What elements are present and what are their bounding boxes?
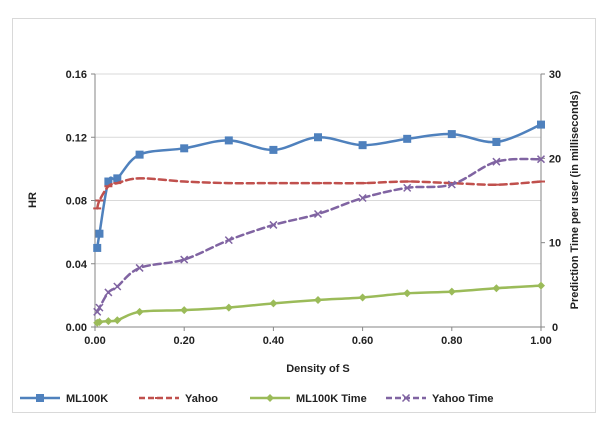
data-point-ml100k <box>492 137 501 146</box>
data-point-ml100k-time <box>113 316 122 325</box>
x-tick-label: 0.40 <box>263 335 284 347</box>
data-point-ml100k-time <box>104 317 113 326</box>
legend-item-ml100k-time: ML100K Time <box>250 393 367 405</box>
data-point-yahoo-time <box>113 282 122 291</box>
x-tick-label: 0.00 <box>84 335 105 347</box>
data-point-yahoo-time <box>358 193 367 203</box>
series-ml100k-time <box>93 281 545 327</box>
chart-border <box>12 18 596 413</box>
right-tick-label: 0 <box>552 322 558 334</box>
data-point-yahoo-time <box>492 157 501 166</box>
data-point-ml100k-time <box>135 307 144 316</box>
data-point-ml100k-time <box>269 299 278 308</box>
x-tick-label: 0.20 <box>173 335 194 347</box>
tick-labels: 0.00 0.04 0.08 0.12 0.16 0 10 20 30 0.00 0.20 0.40 0… <box>66 69 562 347</box>
x-axis-title: Density of S <box>286 363 350 375</box>
legend-marker-yahoo-time <box>401 393 411 403</box>
legend-item-yahoo: Yahoo <box>139 393 218 405</box>
left-tick-label: 0.00 <box>66 322 87 334</box>
data-point-ml100k-time <box>95 317 104 326</box>
data-point-ml100k <box>224 136 233 145</box>
data-point-ml100k-time <box>447 287 456 296</box>
data-point-yahoo-time <box>95 303 104 312</box>
legend-item-yahoo-time: Yahoo Time <box>386 393 494 405</box>
data-point-yahoo-time <box>447 180 456 189</box>
data-point-yahoo-time <box>104 288 113 297</box>
right-tick-label: 30 <box>549 69 561 81</box>
legend-item-ml100k: ML100K <box>20 393 108 405</box>
data-point-ml100k-time <box>180 306 189 315</box>
legend-label-ml100k-time: ML100K Time <box>296 393 367 405</box>
data-point-ml100k <box>447 130 456 139</box>
data-point-ml100k-time <box>224 303 233 312</box>
legend-marker-ml100k <box>36 394 44 402</box>
data-point-ml100k-time <box>358 293 367 302</box>
data-point-ml100k <box>180 144 189 153</box>
data-point-ml100k <box>95 229 104 238</box>
series-yahoo-time <box>93 155 546 316</box>
x-tick-label: 0.80 <box>441 335 462 347</box>
left-y-axis-title: HR <box>27 192 39 208</box>
legend-label-yahoo: Yahoo <box>185 393 218 405</box>
data-point-ml100k <box>135 150 144 159</box>
legend-label-ml100k: ML100K <box>66 393 108 405</box>
data-point-yahoo-time <box>269 220 278 229</box>
x-tick-label: 0.60 <box>352 335 373 347</box>
legend-label-yahoo-time: Yahoo Time <box>432 393 494 405</box>
left-tick-label: 0.12 <box>66 132 87 144</box>
data-point-ml100k <box>93 243 102 252</box>
legend-marker-ml100k-time <box>266 394 274 402</box>
right-y-axis-title: Prediction Time per user (in millisecond… <box>569 90 581 309</box>
data-point-ml100k <box>113 174 122 183</box>
left-tick-label: 0.08 <box>66 196 87 208</box>
data-point-ml100k-time <box>403 289 412 298</box>
data-point-yahoo-time <box>180 255 189 264</box>
data-point-ml100k-time <box>314 296 322 305</box>
data-point-ml100k <box>537 120 545 129</box>
data-point-ml100k-time <box>537 281 545 290</box>
left-tick-label: 0.04 <box>66 259 88 271</box>
series-lines <box>93 120 546 327</box>
data-point-yahoo-time <box>536 155 546 164</box>
data-point-ml100k <box>314 133 322 142</box>
x-tick-label: 1.00 <box>530 335 551 347</box>
data-point-ml100k <box>403 134 412 143</box>
legend: ML100K Yahoo ML100K Time Yahoo Time <box>20 393 494 405</box>
series-yahoo <box>93 177 545 210</box>
right-tick-label: 10 <box>549 238 561 250</box>
left-tick-label: 0.16 <box>66 69 87 81</box>
data-point-ml100k-time <box>492 284 501 293</box>
data-point-yahoo-time <box>403 183 412 192</box>
data-point-yahoo-time <box>93 307 102 316</box>
right-tick-label: 20 <box>549 153 561 165</box>
data-point-yahoo-time <box>224 236 233 245</box>
series-ml100k <box>93 120 545 252</box>
data-point-ml100k <box>269 145 278 154</box>
data-point-ml100k <box>358 141 367 150</box>
data-point-yahoo-time <box>313 209 323 219</box>
data-point-yahoo-time <box>135 263 144 272</box>
